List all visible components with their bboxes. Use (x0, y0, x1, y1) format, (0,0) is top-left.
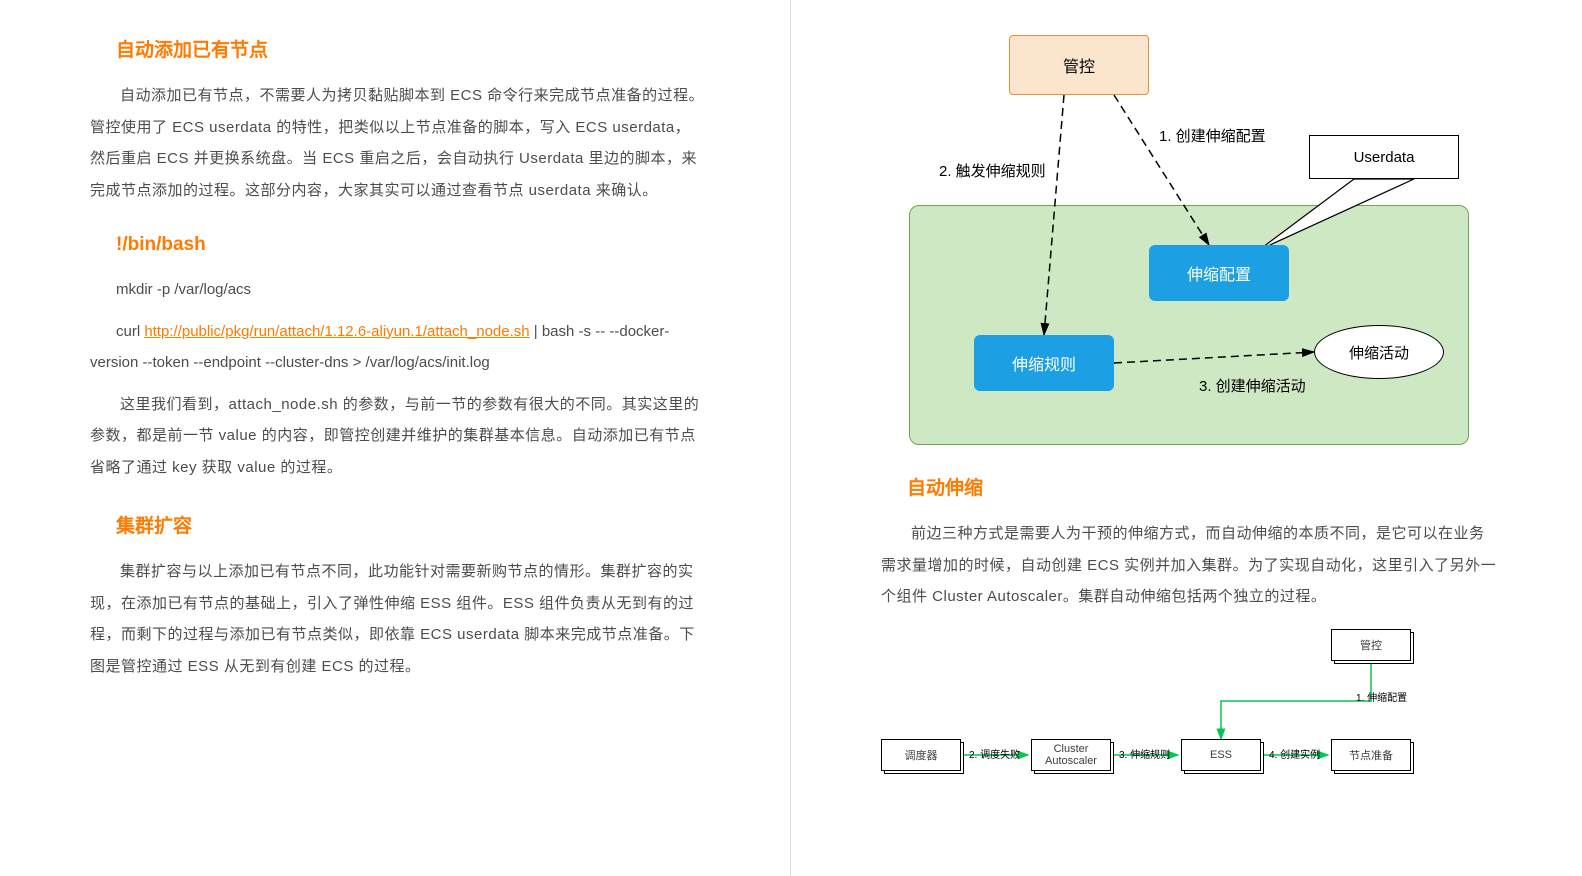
para-cluster-expand: 集群扩容与以上添加已有节点不同，此功能针对需要新购节点的情形。集群扩容的实现，在… (90, 556, 705, 682)
label-l1: 1. 创建伸缩配置 (1159, 125, 1266, 146)
autoscaler-diagram: 管控调度器 Cluster Autoscaler ESS 节点准备 1. 伸缩配置 2. … (881, 629, 1511, 799)
code-mkdir: mkdir -p /var/log/acs (90, 274, 705, 306)
ess-diagram: 管控 Userdata 伸缩配置伸缩规则 伸缩活动 1. 创建伸缩配置 2. 触发伸缩规则… (909, 35, 1469, 455)
node2-ca: Cluster Autoscaler (1031, 739, 1111, 771)
attach-node-link[interactable]: http://public/pkg/run/attach/1.12.6-aliy… (144, 323, 529, 340)
heading-binbash: !/bin/bash (90, 234, 705, 256)
node-ud: Userdata (1309, 135, 1459, 179)
node-cfg: 伸缩配置 (1149, 245, 1289, 301)
node-act: 伸缩活动 (1314, 325, 1444, 379)
node2-prep: 节点准备 (1331, 739, 1411, 771)
label2-l1: 1. 伸缩配置 (1356, 689, 1407, 704)
para-auto-add: 自动添加已有节点，不需要人为拷贝黏贴脚本到 ECS 命令行来完成节点准备的过程。… (90, 80, 705, 206)
heading-auto-add: 自动添加已有节点 (90, 35, 705, 62)
label-l3: 3. 创建伸缩活动 (1199, 375, 1306, 396)
label2-l2: 2. 调度失败 (969, 746, 1020, 761)
right-column: 管控 Userdata 伸缩配置伸缩规则 伸缩活动 1. 创建伸缩配置 2. 触发伸缩规则… (791, 0, 1582, 876)
node2-sched: 调度器 (881, 739, 961, 771)
code-curl-prefix: curl (90, 323, 144, 340)
para-auto-scale: 前边三种方式是需要人为干预的伸缩方式，而自动伸缩的本质不同，是它可以在业务需求量… (881, 518, 1497, 613)
heading-cluster-expand: 集群扩容 (90, 511, 705, 538)
node2-ess: ESS (1181, 739, 1261, 771)
label2-l4: 4. 创建实例 (1269, 746, 1320, 761)
node2-gk: 管控 (1331, 629, 1411, 661)
para-attach-explain: 这里我们看到，attach_node.sh 的参数，与前一节的参数有很大的不同。… (90, 389, 705, 484)
left-column: 自动添加已有节点 自动添加已有节点，不需要人为拷贝黏贴脚本到 ECS 命令行来完… (0, 0, 791, 876)
label2-l3: 3. 伸缩规则 (1119, 746, 1170, 761)
heading-auto-scale: 自动伸缩 (881, 473, 1497, 500)
node-rule: 伸缩规则 (974, 335, 1114, 391)
node-gk: 管控 (1009, 35, 1149, 95)
code-curl: curl http://public/pkg/run/attach/1.12.6… (90, 316, 705, 379)
diagram2-arrows (881, 629, 1511, 799)
label-l2: 2. 触发伸缩规则 (939, 160, 1046, 181)
